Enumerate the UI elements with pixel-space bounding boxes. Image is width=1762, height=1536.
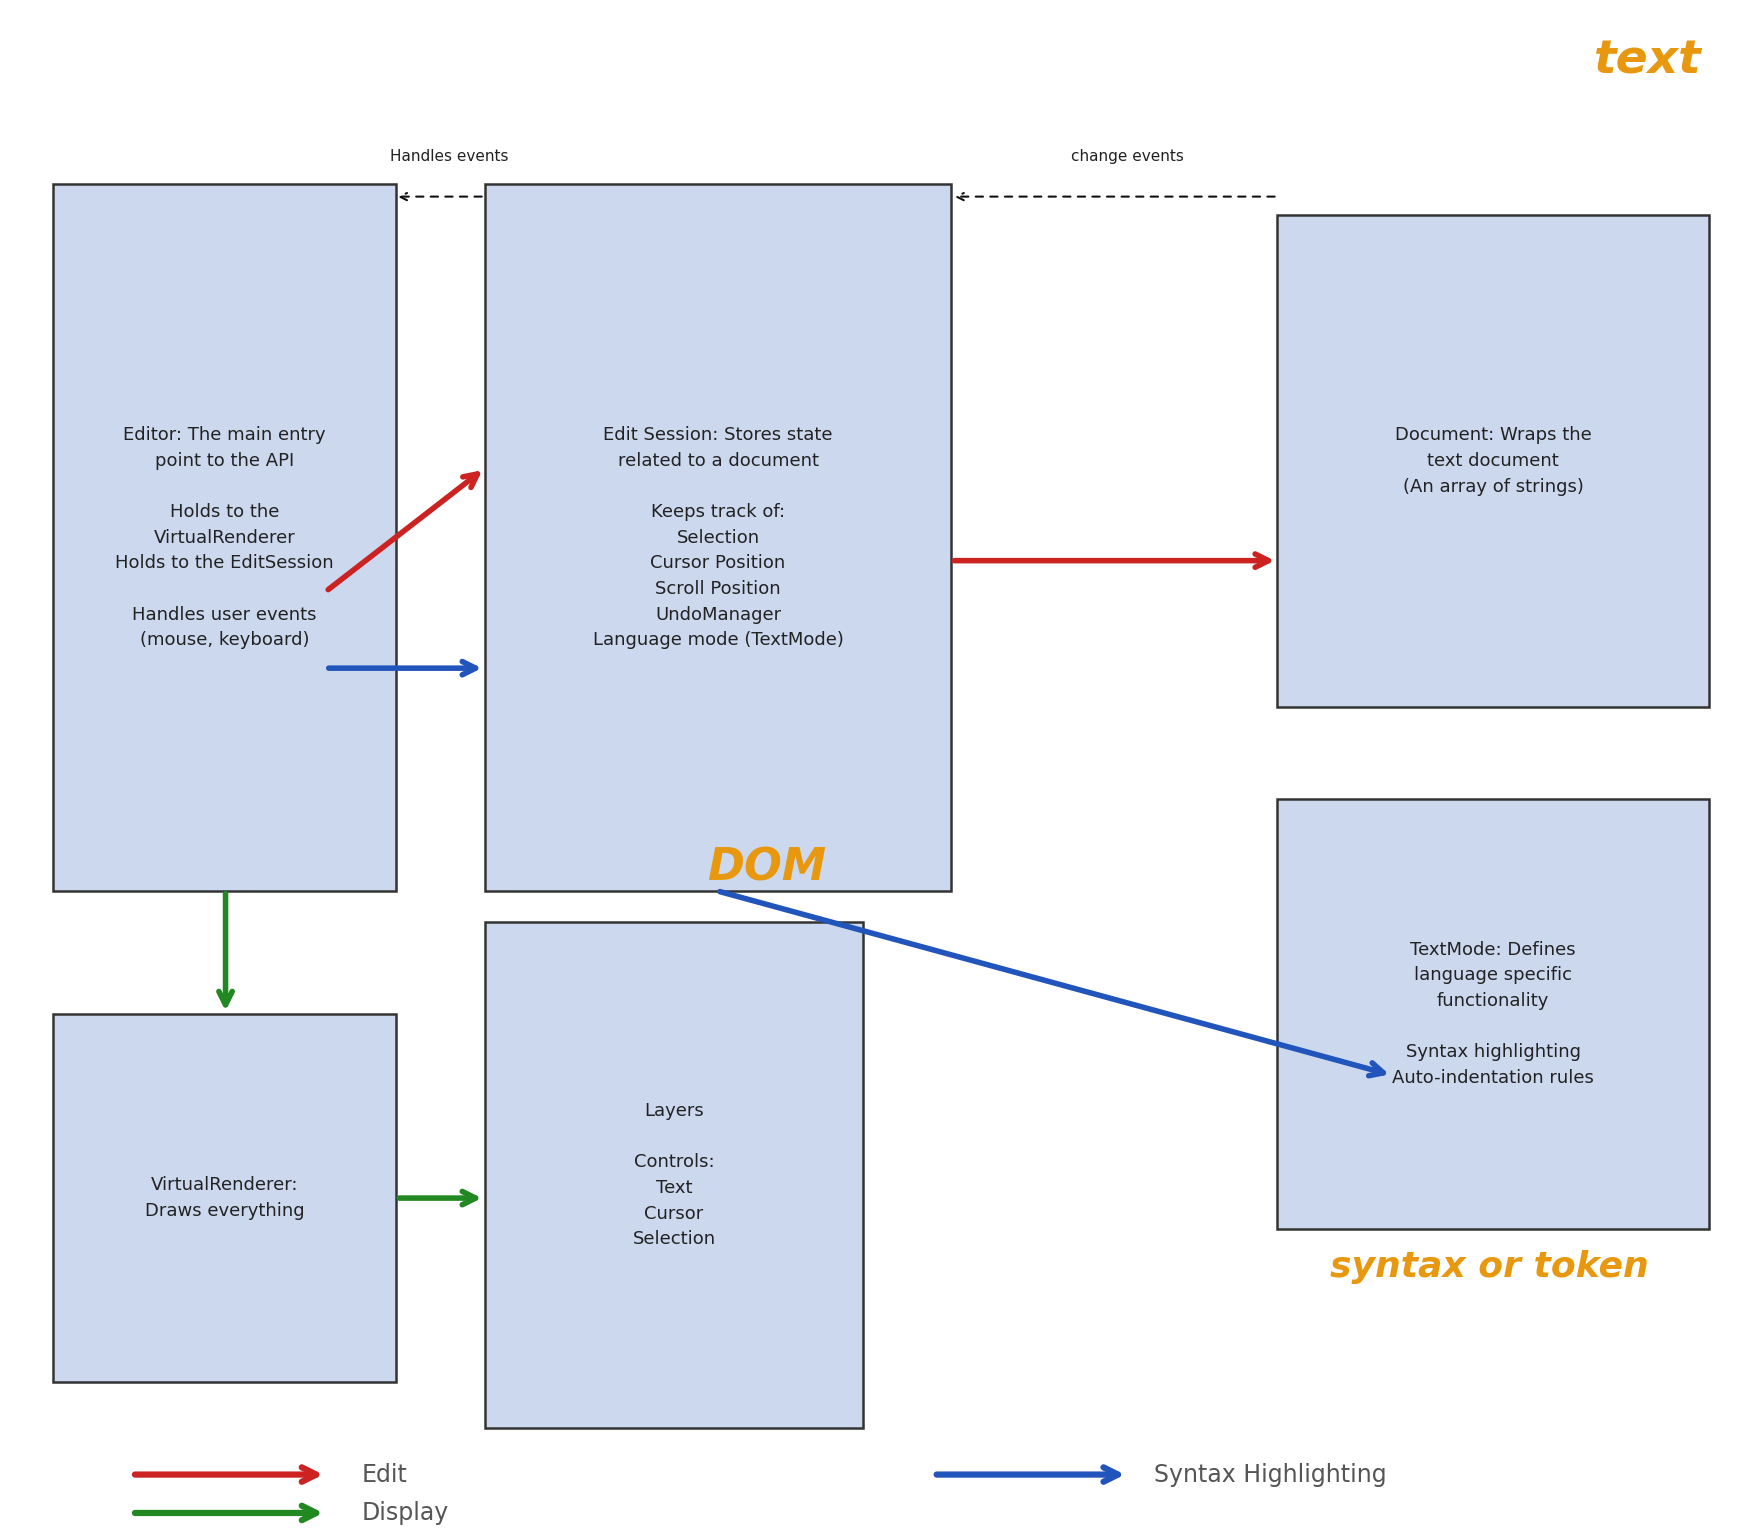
Text: change events: change events (1071, 149, 1184, 164)
Text: Layers

Controls:
Text
Cursor
Selection: Layers Controls: Text Cursor Selection (633, 1101, 715, 1249)
Text: Edit: Edit (361, 1462, 407, 1487)
Text: VirtualRenderer:
Draws everything: VirtualRenderer: Draws everything (144, 1177, 305, 1220)
Text: Syntax Highlighting: Syntax Highlighting (1154, 1462, 1387, 1487)
Text: Display: Display (361, 1501, 449, 1525)
Text: Edit Session: Stores state
related to a document

Keeps track of:
Selection
Curs: Edit Session: Stores state related to a … (592, 425, 844, 650)
FancyBboxPatch shape (485, 184, 951, 891)
FancyBboxPatch shape (1277, 799, 1709, 1229)
FancyBboxPatch shape (485, 922, 863, 1428)
Text: DOM: DOM (707, 846, 826, 889)
Text: Document: Wraps the
text document
(An array of strings): Document: Wraps the text document (An ar… (1396, 425, 1591, 496)
FancyBboxPatch shape (1277, 215, 1709, 707)
Text: Editor: The main entry
point to the API

Holds to the
VirtualRenderer
Holds to t: Editor: The main entry point to the API … (115, 425, 335, 650)
FancyBboxPatch shape (53, 1014, 396, 1382)
Text: Handles events: Handles events (389, 149, 509, 164)
Text: syntax or token: syntax or token (1330, 1250, 1647, 1284)
Text: TextMode: Defines
language specific
functionality

Syntax highlighting
Auto-inde: TextMode: Defines language specific func… (1392, 940, 1595, 1087)
FancyBboxPatch shape (53, 184, 396, 891)
Text: text: text (1593, 38, 1702, 84)
